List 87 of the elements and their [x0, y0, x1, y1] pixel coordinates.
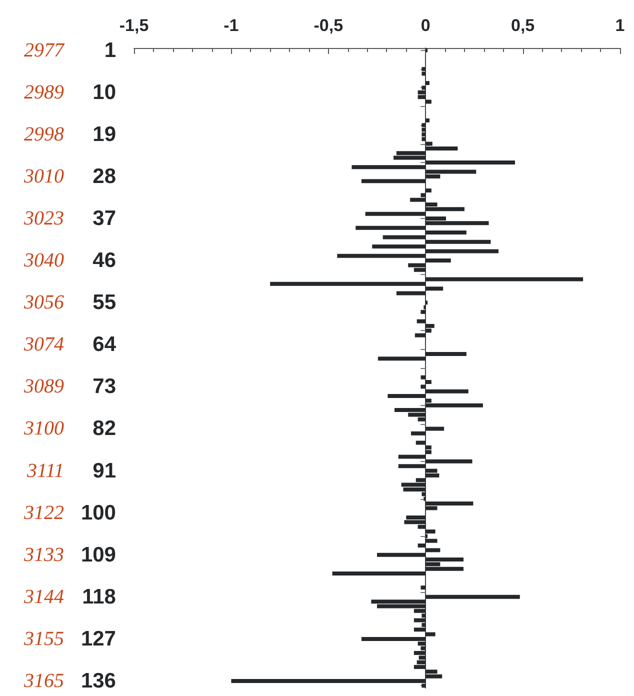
bar: [394, 408, 426, 412]
text: 2998: [24, 123, 64, 146]
bar: [426, 632, 436, 636]
bar: [426, 594, 520, 599]
bar: [352, 165, 426, 170]
bar: [426, 240, 491, 244]
x-tick-label: -1,5: [119, 16, 149, 35]
bar: [426, 473, 440, 478]
text: 3133: [23, 544, 64, 566]
text: 3144: [23, 586, 64, 608]
bar: [426, 81, 430, 86]
bar: [414, 333, 426, 338]
bar: [365, 212, 426, 216]
bar: [398, 454, 426, 459]
y-tick-label: 10: [92, 80, 116, 104]
bar: [426, 286, 444, 291]
y-tick-label: 100: [80, 501, 116, 524]
bar: [420, 310, 426, 314]
bar: [418, 544, 426, 548]
bar: [377, 552, 426, 557]
text: 3155: [23, 628, 64, 650]
x-tick-label: -0,5: [314, 16, 344, 35]
bar: [426, 100, 432, 104]
bar: [426, 352, 466, 356]
text: 3122: [23, 502, 64, 524]
bar: [426, 258, 451, 263]
y-tick-label: 118: [82, 585, 116, 608]
y-tick-label: 136: [80, 669, 116, 692]
bar: [356, 226, 426, 230]
bar: [426, 146, 458, 150]
bar: [411, 431, 426, 436]
bar: [426, 426, 444, 431]
bar: [426, 558, 464, 562]
text: 3040: [23, 250, 64, 272]
bar: [416, 319, 426, 324]
text: 3074: [23, 334, 64, 356]
bar: [361, 179, 426, 184]
y-tick-label: 1: [104, 38, 116, 62]
bar: [372, 244, 426, 249]
y-tick-label: 91: [92, 459, 116, 482]
bar: [388, 394, 426, 398]
bar: [396, 291, 426, 296]
bar: [337, 254, 426, 258]
y-tick-label: 28: [92, 164, 116, 188]
bar: [270, 282, 426, 286]
bar: [426, 188, 432, 192]
bar: [426, 548, 440, 552]
text: 3010: [23, 165, 64, 188]
bar: [426, 249, 498, 254]
bar: [420, 586, 426, 590]
bar: [426, 459, 472, 464]
bar: [378, 356, 426, 361]
text: 3089: [23, 376, 64, 398]
text: 3111: [26, 460, 64, 482]
text: 2989: [24, 81, 64, 104]
y-tick-label: 73: [92, 375, 116, 398]
y-tick-label: 64: [92, 333, 116, 356]
x-tick-label: 0: [420, 16, 430, 35]
bar: [426, 389, 468, 394]
bar: [426, 380, 432, 384]
bar: [426, 277, 584, 282]
bar: [420, 375, 426, 380]
y-tick-label: 19: [92, 122, 116, 146]
y-tick-label: 127: [80, 627, 116, 650]
y-tick-label: 37: [92, 207, 116, 230]
bar: [332, 572, 426, 576]
y-tick-label: 82: [92, 417, 116, 440]
bar: [426, 230, 466, 235]
bar: [371, 600, 426, 604]
bar: [426, 160, 516, 164]
x-tick-label: 0,5: [510, 16, 535, 35]
bar: [426, 118, 430, 122]
x-tick-label: 1: [615, 16, 625, 35]
text: 3056: [23, 292, 64, 314]
text: 3023: [23, 208, 64, 230]
bar: [426, 530, 436, 534]
y-tick-label: 46: [92, 249, 116, 272]
bar: [416, 440, 426, 445]
bar: [414, 664, 426, 669]
y-tick-label: 55: [92, 291, 116, 314]
text: 3100: [23, 418, 64, 440]
y-tick-label: 109: [80, 543, 116, 566]
x-tick-label: -1: [224, 16, 239, 35]
bar: [398, 464, 426, 468]
text: 2977: [24, 39, 65, 62]
bar: [382, 235, 426, 240]
text: 3165: [23, 670, 64, 692]
